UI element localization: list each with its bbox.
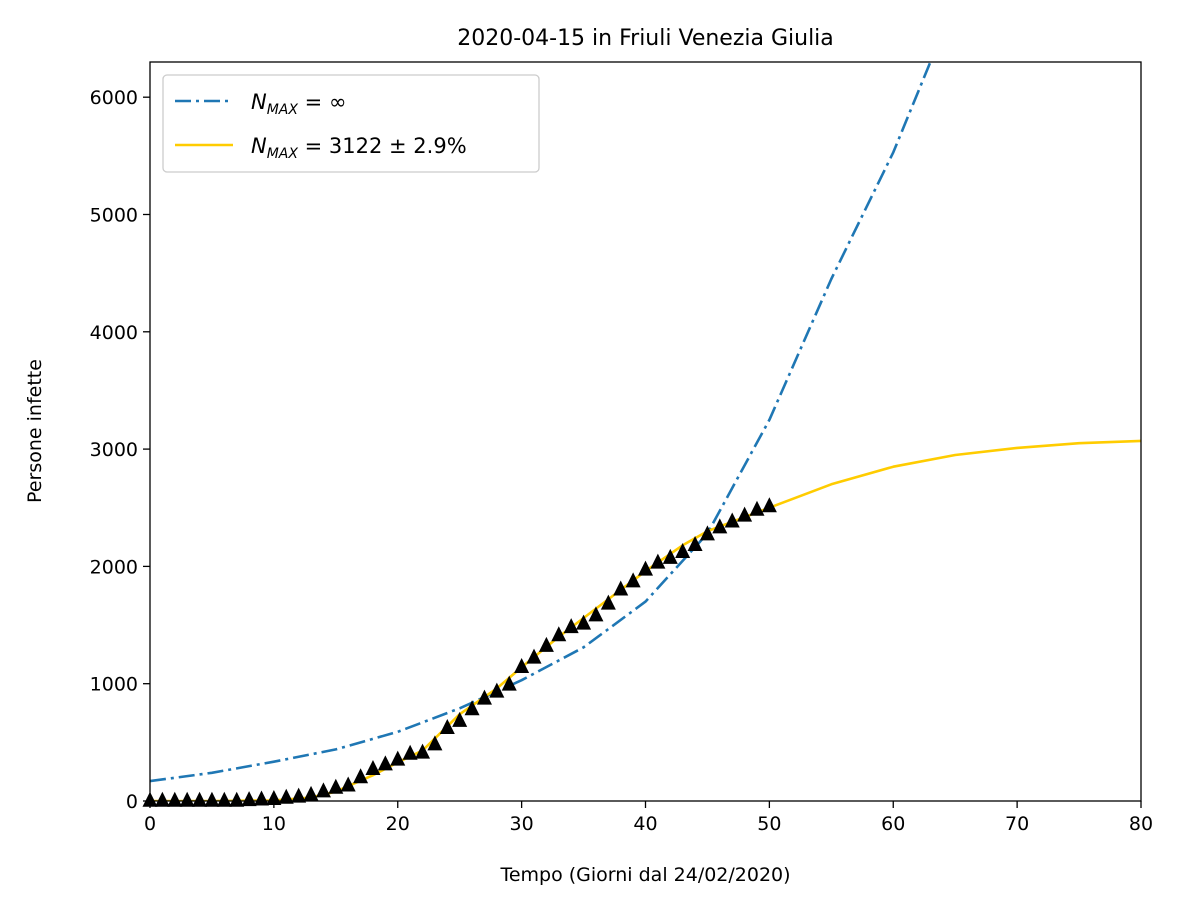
data-point <box>538 636 554 652</box>
legend-label-exponential: NMAX = ∞ <box>251 90 346 118</box>
data-point <box>489 682 505 698</box>
data-point <box>737 506 753 522</box>
data-point <box>699 525 715 541</box>
x-tick-label: 0 <box>144 813 156 835</box>
x-tick-label: 80 <box>1129 813 1153 835</box>
x-tick-label: 60 <box>881 813 905 835</box>
exponential-fit-line <box>150 62 932 783</box>
data-point <box>526 648 542 664</box>
legend-label-sub: MAX <box>267 102 299 118</box>
y-tick-label: 1000 <box>90 674 138 696</box>
x-tick-label: 50 <box>757 813 781 835</box>
data-point <box>761 497 777 513</box>
y-tick-label: 5000 <box>90 204 138 226</box>
data-point <box>402 744 418 760</box>
data-point <box>377 755 393 771</box>
x-tick-label: 20 <box>386 813 410 835</box>
x-axis-label: Tempo (Giorni dal 24/02/2020) <box>499 864 790 886</box>
data-point <box>241 791 257 807</box>
data-point <box>687 535 703 551</box>
data-point <box>749 500 765 516</box>
data-point <box>192 791 208 807</box>
data-point <box>204 791 220 807</box>
data-point <box>303 785 319 801</box>
data-point <box>724 512 740 528</box>
x-tick-label: 10 <box>262 813 286 835</box>
data-point <box>662 548 678 564</box>
y-tick-label: 6000 <box>90 87 138 109</box>
data-point <box>278 788 294 804</box>
x-axis: 0 10 20 30 40 50 60 70 80 <box>144 801 1153 835</box>
data-point <box>427 735 443 751</box>
data-point <box>600 594 616 610</box>
y-axis: 0 1000 2000 3000 4000 5000 6000 <box>90 87 150 813</box>
marker-layer <box>142 497 777 807</box>
y-tick-label: 3000 <box>90 439 138 461</box>
data-point <box>365 760 381 776</box>
data-point <box>328 778 344 794</box>
data-point <box>415 743 431 759</box>
data-point <box>340 776 356 792</box>
x-tick-label: 70 <box>1005 813 1029 835</box>
data-point <box>439 718 455 734</box>
legend-label-sub: MAX <box>267 146 299 162</box>
data-point <box>514 657 530 673</box>
data-point <box>613 580 629 596</box>
data-point <box>291 787 307 803</box>
y-tick-label: 0 <box>126 791 138 813</box>
legend-label-rest: = 3122 ± 2.9% <box>298 134 467 158</box>
data-point <box>675 543 691 559</box>
data-point <box>167 791 183 807</box>
data-point <box>476 689 492 705</box>
data-point <box>576 614 592 630</box>
data-point <box>315 782 331 798</box>
legend-label-main: N <box>251 90 267 114</box>
data-point <box>464 700 480 716</box>
data-point <box>712 518 728 534</box>
data-point <box>216 791 232 807</box>
legend: NMAX = ∞ NMAX = 3122 ± 2.9% <box>162 74 540 173</box>
y-tick-label: 4000 <box>90 322 138 344</box>
data-point <box>253 790 269 806</box>
legend-label-logistic: NMAX = 3122 ± 2.9% <box>251 134 467 162</box>
data-point <box>650 553 666 569</box>
x-tick-label: 40 <box>633 813 657 835</box>
legend-label-rest: = ∞ <box>298 90 346 114</box>
x-tick-label: 30 <box>510 813 534 835</box>
y-axis-label: Persone infette <box>24 359 46 503</box>
y-tick-label: 2000 <box>90 556 138 578</box>
data-point <box>625 572 641 588</box>
data-point <box>229 791 245 807</box>
data-point <box>179 791 195 807</box>
data-point <box>551 626 567 642</box>
data-point <box>353 768 369 784</box>
chart-title: 2020-04-15 in Friuli Venezia Giulia <box>457 26 834 51</box>
data-point <box>563 618 579 634</box>
legend-label-main: N <box>251 134 267 158</box>
data-point <box>390 750 406 766</box>
data-point <box>638 560 653 576</box>
data-point <box>588 606 604 622</box>
legend-box <box>162 74 540 173</box>
data-point <box>452 711 468 727</box>
data-point <box>501 675 517 691</box>
data-point <box>154 791 170 807</box>
